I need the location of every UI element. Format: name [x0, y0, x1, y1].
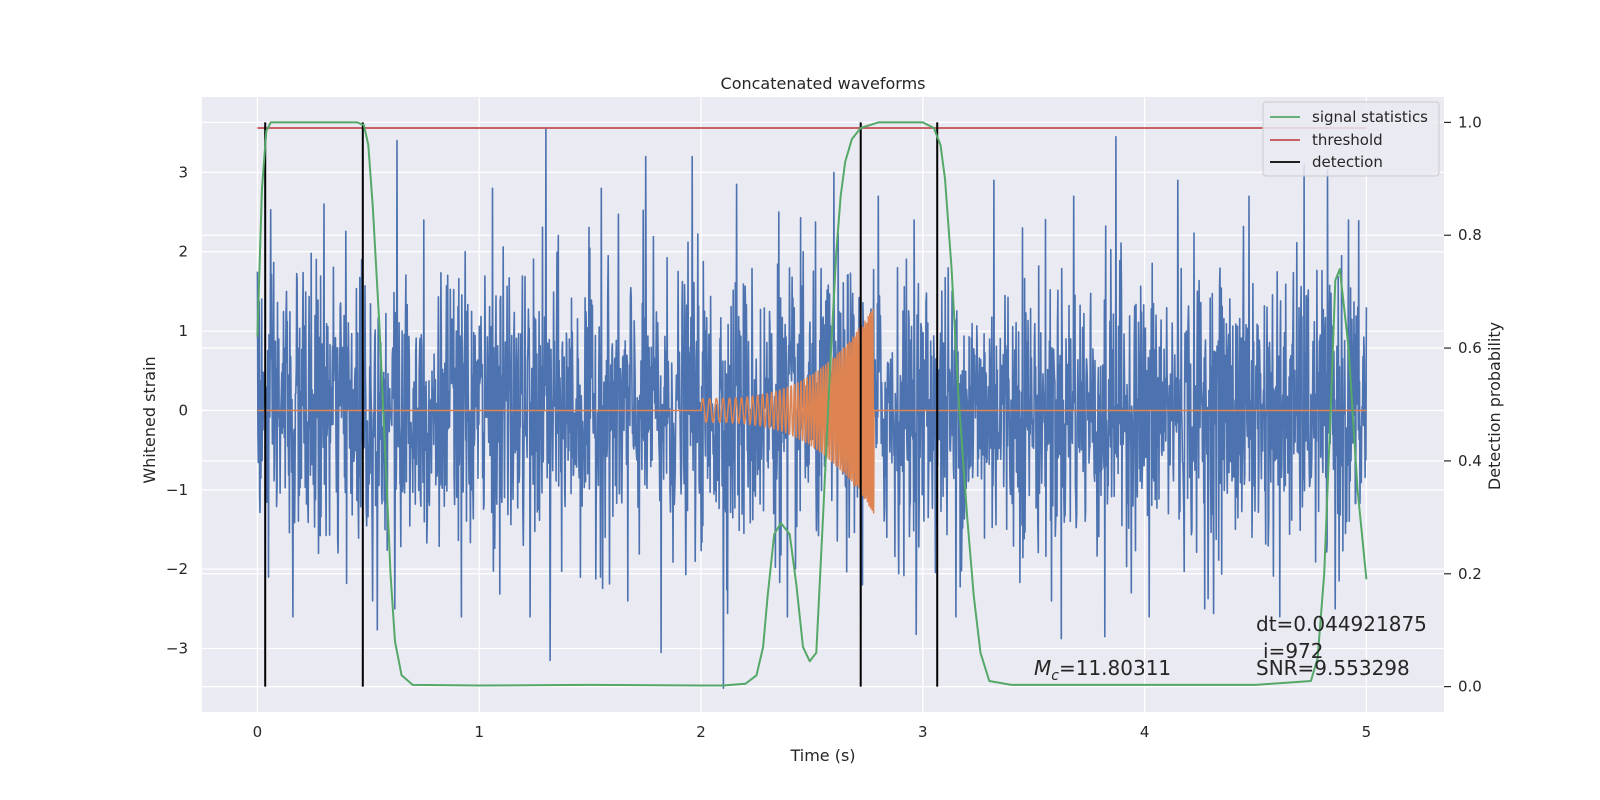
legend-label-detection: detection [1312, 153, 1383, 171]
x-tick-label: 0 [253, 723, 263, 741]
y2-tick-label: 0.0 [1458, 678, 1482, 696]
legend-label-threshold: threshold [1312, 131, 1383, 149]
y2-tick-label: 1.0 [1458, 113, 1482, 131]
x-tick-label: 5 [1362, 723, 1372, 741]
chart-title: Concatenated waveforms [721, 74, 926, 93]
y2-tick-label: 0.2 [1458, 565, 1482, 583]
annotation-mc-subscript: c [1051, 668, 1059, 684]
x-tick-label: 1 [474, 723, 484, 741]
legend: signal statistics threshold detection [1262, 101, 1440, 177]
legend-label-signal-statistics: signal statistics [1312, 108, 1428, 126]
y-tick-label: −3 [166, 640, 188, 658]
y-tick-label: 3 [178, 163, 188, 181]
annotation-dt: dt=0.044921875 [1256, 612, 1427, 636]
y2-tick-label: 0.6 [1458, 339, 1482, 357]
y2-tick-label: 0.8 [1458, 226, 1482, 244]
y2-tick-label: 0.4 [1458, 452, 1482, 470]
y2-axis-title: Detection probability [1485, 322, 1504, 490]
y-tick-label: 2 [178, 243, 188, 261]
x-tick-label: 2 [696, 723, 706, 741]
annotation-mc-symbol: M [1034, 656, 1051, 680]
detection-series [264, 122, 939, 687]
y-tick-label: −1 [166, 481, 188, 499]
y-axis-ticks: −3 −2 −1 0 1 2 3 [166, 163, 188, 657]
annotation-mc-value: =11.80311 [1059, 656, 1171, 680]
x-tick-label: 4 [1140, 723, 1150, 741]
template-line [257, 308, 1367, 514]
x-tick-label: 3 [918, 723, 928, 741]
signal-statistics-series [256, 121, 1368, 687]
signal-statistics-line [256, 121, 1368, 687]
annotation-index: i=972 [1263, 639, 1324, 663]
y-tick-label: −2 [166, 560, 188, 578]
template-series [257, 308, 1367, 514]
x-axis-title: Time (s) [789, 746, 855, 765]
annotation-snr: SNR=9.553298 [1256, 656, 1410, 680]
y-tick-label: 0 [178, 401, 188, 419]
annotation-chirp-mass: Mc=11.80311 [1034, 656, 1171, 684]
y2-axis-ticks: 0.0 0.2 0.4 0.6 0.8 1.0 [1444, 113, 1482, 696]
x-axis-ticks: 0 1 2 3 4 5 [253, 723, 1371, 741]
legend-box [1262, 101, 1440, 177]
y-tick-label: 1 [178, 322, 188, 340]
y-axis-title: Whitened strain [140, 356, 159, 483]
